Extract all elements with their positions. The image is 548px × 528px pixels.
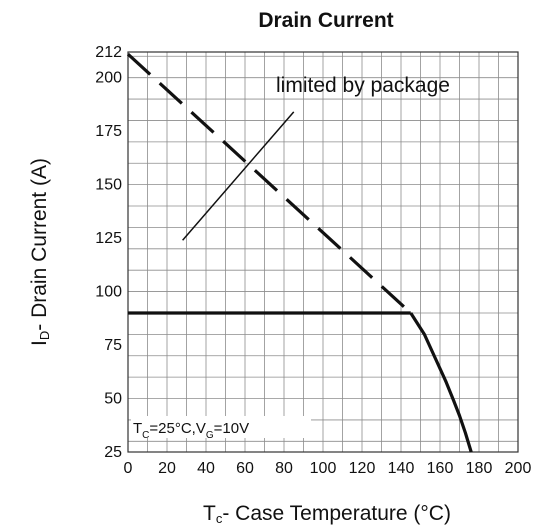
series-line-3 [409,312,473,453]
x-tick-label: 200 [505,460,532,477]
x-tick-label: 120 [349,460,376,477]
conditions-label-background [131,416,311,438]
conditions-label: TC=25°C,VG=10V [133,420,249,441]
y-tick-label: 50 [104,391,122,408]
x-tick-label: 180 [466,460,493,477]
x-tick-label: 80 [275,460,293,477]
x-tick-labels: 0 20 40 60 80 100 120 140 160 180 200 [124,460,532,477]
y-tick-labels: 25 50 75 100 125 150 175 200 212 [95,44,122,461]
y-tick-label: 100 [95,284,122,301]
y-tick-label: 175 [95,123,122,140]
x-tick-label: 0 [124,460,133,477]
annotation-limited-by-package: limited by package [276,74,450,97]
chart-title: Drain Current [258,9,393,32]
series-line-1 [126,52,412,315]
x-tick-label: 60 [236,460,254,477]
y-tick-label: 200 [95,70,122,87]
grid-lines [128,52,518,452]
series-group [126,52,473,453]
x-axis-label: Tc- Case Temperature (°C) [203,502,451,526]
x-tick-label: 160 [427,460,454,477]
y-tick-label: 75 [104,337,122,354]
x-tick-label: 100 [310,460,337,477]
x-tick-label: 140 [388,460,415,477]
series-line-4 [182,111,295,241]
y-tick-label: 212 [95,44,122,61]
y-tick-label: 150 [95,177,122,194]
y-axis-label: ID- Drain Current (A) [28,158,52,346]
y-tick-label: 25 [104,444,122,461]
x-tick-label: 20 [158,460,176,477]
x-tick-label: 40 [197,460,215,477]
y-tick-label: 125 [95,230,122,247]
plot-frame [127,51,519,453]
